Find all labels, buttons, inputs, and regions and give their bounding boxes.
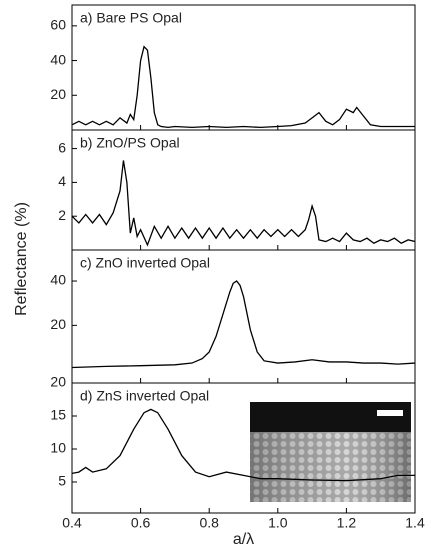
y-tick-label: 6 — [58, 139, 66, 155]
y-tick-label: 20 — [50, 86, 66, 102]
y-tick-label: 4 — [58, 173, 66, 189]
panel-label: a) Bare PS Opal — [80, 10, 182, 26]
y-tick-label: 40 — [50, 51, 66, 67]
panel-label: c) ZnO inverted Opal — [80, 255, 210, 271]
data-line — [71, 280, 416, 369]
x-axis-label: a/λ — [233, 531, 254, 548]
x-tick-label: 1.0 — [268, 515, 288, 531]
x-tick-label: 0.4 — [62, 515, 82, 531]
y-axis-label: Reflectance (%) — [13, 202, 30, 316]
panel-label: b) ZnO/PS Opal — [80, 135, 180, 151]
x-tick-label: 1.4 — [405, 515, 425, 531]
y-tick-label: 10 — [50, 440, 66, 456]
y-tick-label: 5 — [58, 473, 66, 489]
data-line — [71, 45, 415, 129]
panel-label: d) ZnS inverted Opal — [80, 388, 209, 404]
x-tick-label: 1.2 — [337, 515, 357, 531]
y-tick-label: 2 — [58, 207, 66, 223]
y-tick-label: 15 — [50, 407, 66, 423]
x-tick-label: 0.8 — [199, 515, 219, 531]
y-tick-label: 20 — [50, 316, 66, 332]
x-tick-label: 0.6 — [131, 515, 151, 531]
data-line — [71, 408, 415, 482]
panel-frame — [71, 382, 416, 514]
data-line — [71, 160, 416, 247]
y-tick-label: 20 — [50, 374, 66, 390]
y-tick-label: 40 — [50, 272, 66, 288]
inset-image — [250, 402, 411, 502]
y-tick-label: 60 — [50, 17, 66, 33]
